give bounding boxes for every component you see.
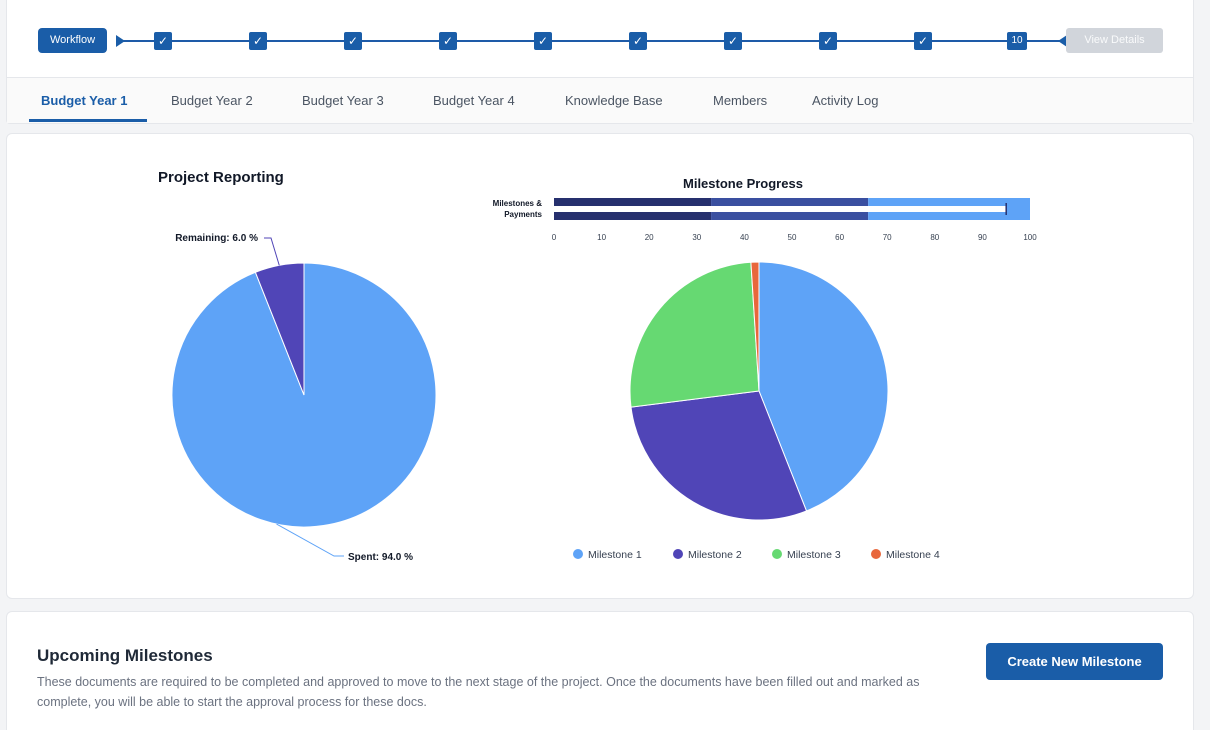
workflow-connector bbox=[117, 40, 1063, 42]
view-details-arrow-icon bbox=[1058, 35, 1067, 47]
legend-swatch-4 bbox=[871, 549, 881, 559]
legend-swatch-1 bbox=[573, 549, 583, 559]
milestone-progress-title: Milestone Progress bbox=[683, 176, 803, 191]
project-header-card: Workflow ✓ ✓ ✓ ✓ ✓ ✓ ✓ ✓ ✓ 10 View Detai… bbox=[6, 0, 1194, 124]
spent-label: Spent: 94.0 % bbox=[348, 552, 413, 563]
workflow-step-7[interactable]: ✓ bbox=[724, 32, 742, 50]
workflow-step-4[interactable]: ✓ bbox=[439, 32, 457, 50]
milestone-legend: Milestone 1 Milestone 2 Milestone 3 Milesto… bbox=[573, 549, 940, 561]
bar-tick-label: 50 bbox=[788, 233, 797, 242]
milestone-pie bbox=[629, 261, 889, 521]
tab-members[interactable]: Members bbox=[713, 93, 768, 108]
charts-card: Project Reporting Milestone Progress Spe… bbox=[6, 133, 1194, 599]
remaining-label: Remaining: 6.0 % bbox=[175, 233, 258, 244]
bar-category-label-line-2: Payments bbox=[504, 210, 542, 219]
bar-tick-label: 80 bbox=[930, 233, 939, 242]
remaining-leader-line bbox=[264, 237, 280, 266]
view-details-button[interactable]: View Details bbox=[1066, 28, 1163, 53]
create-new-milestone-button[interactable]: Create New Milestone bbox=[986, 643, 1163, 680]
bar-tick-label: 40 bbox=[740, 233, 749, 242]
tab-budget-year-1[interactable]: Budget Year 1 bbox=[41, 93, 128, 108]
tab-knowledge-base[interactable]: Knowledge Base bbox=[565, 93, 663, 108]
legend-label-3: Milestone 3 bbox=[787, 549, 841, 561]
workflow-bar: Workflow ✓ ✓ ✓ ✓ ✓ ✓ ✓ ✓ ✓ 10 View Detai… bbox=[7, 0, 1193, 78]
milestone-slice-milestone-1 bbox=[758, 261, 889, 512]
tab-budget-year-3[interactable]: Budget Year 3 bbox=[302, 93, 384, 108]
legend-swatch-2 bbox=[673, 549, 683, 559]
charts-canvas: Spent: 94.0 % Remaining: 6.0 % Milestones… bbox=[171, 198, 1037, 563]
milestone-progress-bar: Milestones & Payments 0 10 20 30 40 50 60 70 80 90 1… bbox=[493, 198, 1037, 242]
legend-label-2: Milestone 2 bbox=[688, 549, 742, 561]
progress-marker-bar bbox=[554, 206, 1007, 212]
bar-category-label-line-1: Milestones & bbox=[493, 199, 543, 208]
bar-tick-label: 20 bbox=[645, 233, 654, 242]
workflow-step-3[interactable]: ✓ bbox=[344, 32, 362, 50]
upcoming-milestones-title: Upcoming Milestones bbox=[37, 646, 213, 665]
budget-tabs: Budget Year 1 Budget Year 2 Budget Year … bbox=[7, 78, 1193, 123]
upcoming-milestones-card: Upcoming Milestones These documents are … bbox=[6, 611, 1194, 730]
milestone-slice-milestone-2 bbox=[630, 390, 808, 521]
workflow-step-9[interactable]: ✓ bbox=[914, 32, 932, 50]
workflow-step-8[interactable]: ✓ bbox=[819, 32, 837, 50]
tab-activity-log[interactable]: Activity Log bbox=[812, 93, 879, 108]
bar-tick-label: 0 bbox=[552, 233, 557, 242]
bar-tick-label: 100 bbox=[1023, 233, 1037, 242]
milestone-slice-milestone-3 bbox=[629, 261, 760, 408]
upcoming-milestones-description: These documents are required to be compl… bbox=[37, 675, 920, 709]
legend-label-4: Milestone 4 bbox=[886, 549, 940, 561]
bar-tick-label: 90 bbox=[978, 233, 987, 242]
tab-budget-year-2[interactable]: Budget Year 2 bbox=[171, 93, 253, 108]
bar-tick-label: 10 bbox=[597, 233, 606, 242]
project-reporting-slice-remaining bbox=[254, 262, 305, 396]
workflow-step-5[interactable]: ✓ bbox=[534, 32, 552, 50]
bar-tick-label: 30 bbox=[692, 233, 701, 242]
workflow-button[interactable]: Workflow bbox=[38, 28, 108, 53]
project-reporting-title: Project Reporting bbox=[158, 169, 284, 186]
active-tab-indicator bbox=[29, 119, 147, 122]
workflow-arrow-icon bbox=[116, 35, 125, 47]
workflow-step-10[interactable]: 10 bbox=[1007, 32, 1027, 50]
bar-tick-label: 60 bbox=[835, 233, 844, 242]
legend-label-1: Milestone 1 bbox=[588, 549, 642, 561]
spent-leader-line bbox=[276, 523, 344, 557]
tab-budget-year-4[interactable]: Budget Year 4 bbox=[433, 93, 515, 108]
bar-tick-label: 70 bbox=[883, 233, 892, 242]
milestone-slice-milestone-4 bbox=[750, 261, 760, 392]
workflow-step-1[interactable]: ✓ bbox=[154, 32, 172, 50]
project-reporting-pie: Spent: 94.0 % Remaining: 6.0 % bbox=[171, 233, 437, 563]
workflow-step-2[interactable]: ✓ bbox=[249, 32, 267, 50]
workflow-step-6[interactable]: ✓ bbox=[629, 32, 647, 50]
legend-swatch-3 bbox=[772, 549, 782, 559]
